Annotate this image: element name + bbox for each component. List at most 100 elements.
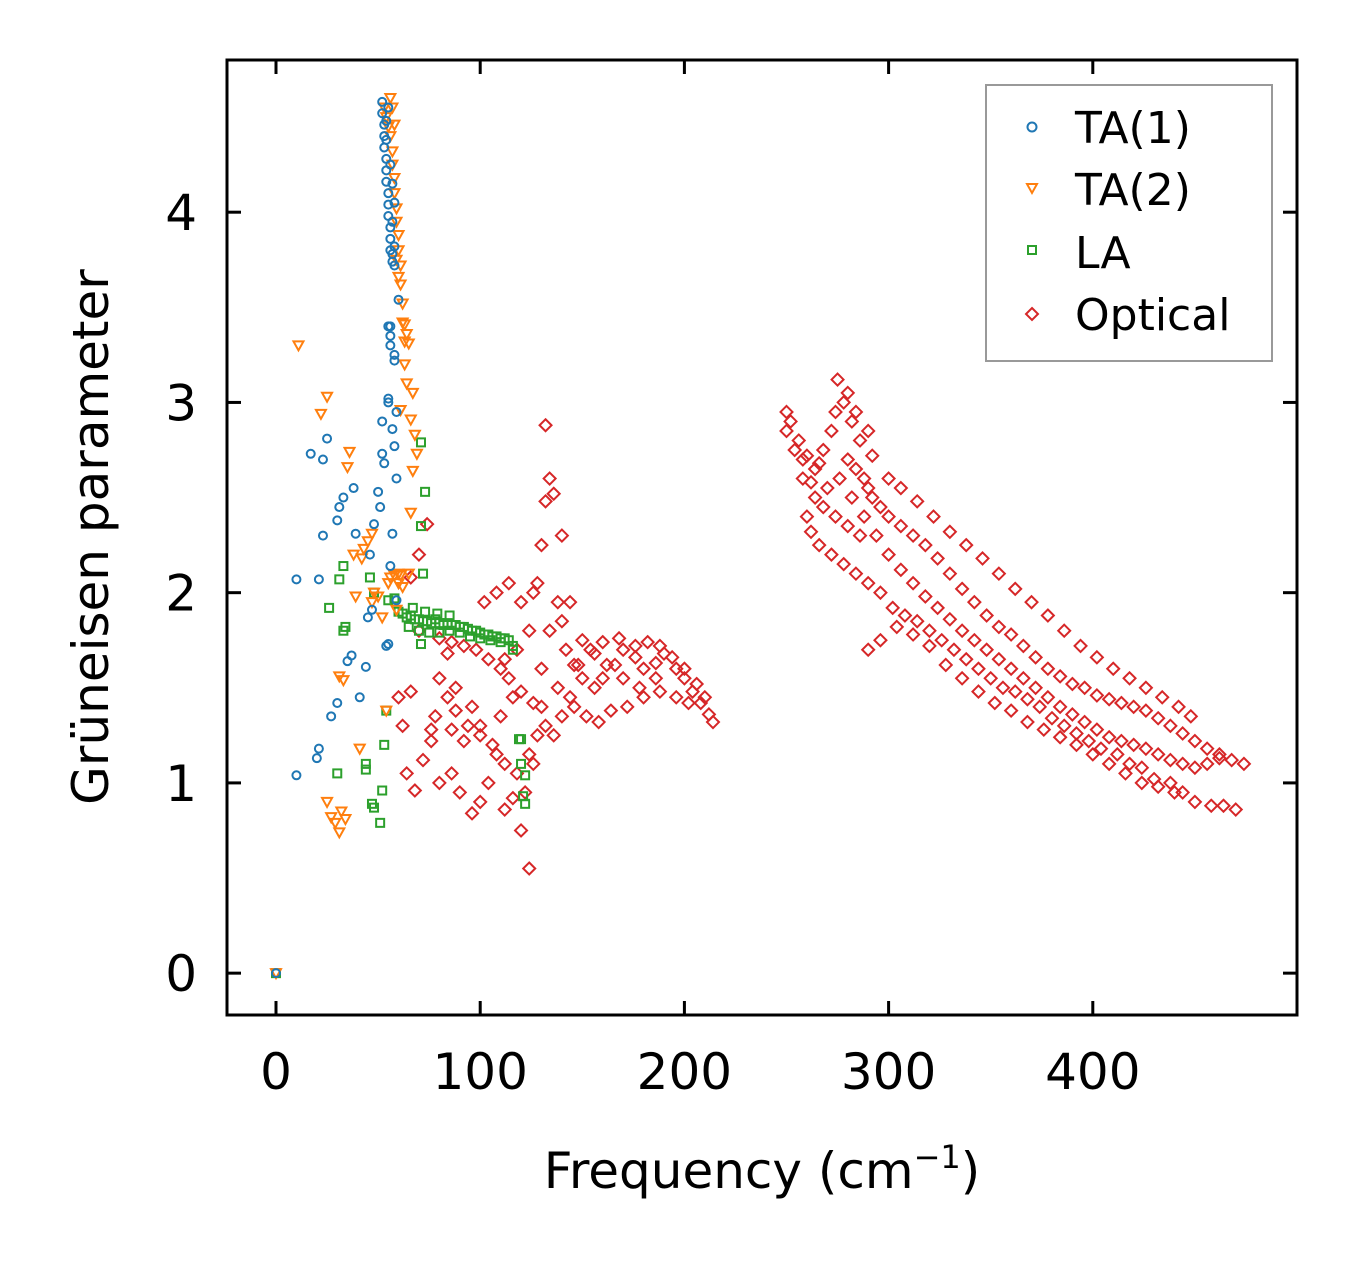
point-optical — [860, 480, 876, 496]
point-optical — [791, 433, 807, 448]
point-la — [415, 639, 426, 650]
point-ta-1 — [393, 294, 404, 305]
point-ta-2 — [375, 612, 389, 625]
point-optical — [1003, 703, 1019, 719]
point-la — [495, 637, 506, 648]
point-optical — [1015, 638, 1031, 654]
point-optical — [538, 417, 553, 433]
x-tick-label: 0 — [260, 1043, 292, 1101]
point-optical — [1113, 695, 1129, 711]
data-points — [269, 93, 1252, 981]
y-axis-title: Grüneisen parameter — [62, 269, 120, 805]
point-ta-2 — [338, 814, 353, 827]
legend-label-ta2: TA(2) — [1074, 165, 1191, 216]
point-optical — [905, 575, 921, 591]
point-optical — [1203, 798, 1219, 814]
legend-marker-ta2 — [1025, 183, 1039, 196]
point-la — [485, 635, 496, 646]
point-la — [420, 606, 431, 617]
point-optical — [905, 627, 921, 642]
point-optical — [971, 661, 986, 677]
point-optical — [578, 708, 594, 724]
point-optical — [611, 630, 627, 646]
point-ta-1 — [379, 458, 390, 469]
point-optical — [472, 718, 488, 734]
y-tick-label: 2 — [165, 565, 197, 623]
point-la — [415, 437, 426, 448]
point-optical — [1134, 775, 1150, 791]
point-ta-2 — [385, 146, 400, 159]
point-ta-1 — [317, 530, 328, 541]
point-optical — [922, 623, 937, 639]
point-optical — [873, 499, 888, 515]
point-ta-1 — [385, 222, 396, 233]
point-ta-2 — [389, 203, 404, 216]
point-la — [444, 625, 455, 636]
point-optical — [1003, 627, 1019, 642]
point-optical — [942, 611, 958, 627]
point-optical — [574, 670, 590, 686]
point-la — [340, 621, 351, 632]
point-ta-2 — [377, 102, 391, 115]
point-optical — [546, 486, 562, 502]
point-ta-1 — [389, 355, 400, 366]
point-ta-1 — [291, 574, 302, 585]
point-optical — [1052, 668, 1068, 684]
point-optical — [930, 600, 946, 616]
point-optical — [995, 680, 1011, 696]
point-optical — [534, 661, 549, 677]
point-optical — [860, 423, 876, 439]
point-ta-1 — [373, 486, 384, 497]
point-optical — [1150, 746, 1166, 762]
point-optical — [1056, 623, 1072, 639]
point-ta-2 — [314, 408, 328, 421]
point-optical — [1216, 798, 1231, 814]
point-optical — [1105, 661, 1121, 677]
point-optical — [811, 455, 827, 471]
point-ta-2 — [320, 796, 334, 809]
point-optical — [860, 642, 876, 658]
point-optical — [595, 634, 611, 650]
x-tick-label: 200 — [637, 1043, 732, 1101]
point-optical — [1171, 699, 1186, 715]
point-optical — [468, 642, 484, 658]
point-ta-1 — [381, 640, 392, 651]
point-optical — [1162, 718, 1178, 734]
point-ta-1 — [389, 260, 400, 271]
point-ta-2 — [361, 536, 375, 549]
point-optical — [934, 632, 950, 648]
point-optical — [1138, 680, 1154, 696]
point-ta-2 — [348, 591, 363, 604]
plot-frame — [225, 58, 1299, 1017]
point-optical — [803, 524, 819, 540]
point-optical — [1211, 746, 1227, 762]
point-optical — [529, 727, 545, 743]
point-optical — [991, 619, 1007, 635]
point-la — [360, 758, 371, 769]
point-la — [520, 770, 531, 781]
point-optical — [1007, 581, 1023, 597]
point-optical — [848, 566, 864, 582]
point-ta-2 — [340, 462, 355, 475]
point-optical — [391, 689, 406, 705]
point-optical — [529, 575, 545, 591]
point-optical — [1052, 699, 1068, 715]
point-optical — [534, 537, 549, 553]
point-ta-1 — [313, 574, 324, 585]
point-ta-2 — [408, 429, 422, 442]
legend: TA(1) TA(2) LA Optical — [985, 84, 1273, 362]
point-la — [520, 798, 531, 809]
point-ta-1 — [375, 502, 386, 513]
point-optical — [819, 480, 835, 496]
point-optical — [456, 638, 472, 654]
point-optical — [917, 589, 933, 604]
point-optical — [1113, 733, 1129, 749]
point-optical — [1175, 756, 1191, 772]
point-optical — [1109, 746, 1125, 762]
point-optical — [1040, 689, 1056, 705]
point-optical — [1154, 689, 1170, 705]
point-optical — [676, 670, 692, 686]
point-optical — [779, 423, 794, 439]
point-optical — [1187, 794, 1203, 810]
x-tick-label: 300 — [841, 1043, 936, 1101]
